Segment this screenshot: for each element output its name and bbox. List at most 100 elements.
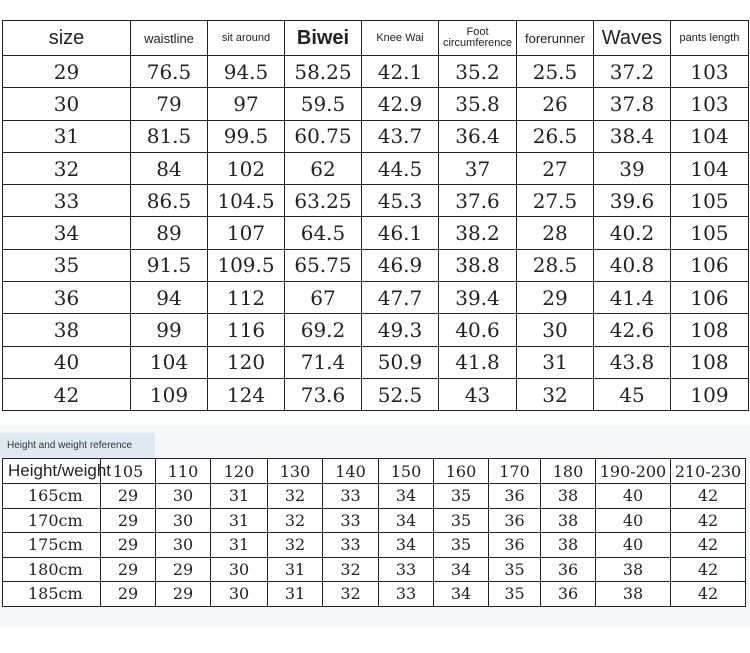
- cell: 81.5: [130, 119, 208, 153]
- cell: 45: [593, 377, 671, 412]
- cell: 47.7: [361, 281, 439, 315]
- cell: 41.8: [438, 345, 517, 379]
- cell: 38: [540, 483, 596, 509]
- row: 185cm 29 29 30 31 32 33 34 35 36 38 42: [2, 581, 746, 607]
- cell: 36: [540, 581, 596, 607]
- cell: 35: [488, 581, 541, 607]
- cell: 40: [595, 532, 671, 558]
- cell: 38.2: [438, 216, 517, 250]
- cell: 105: [670, 184, 749, 218]
- cell: 124: [207, 377, 285, 412]
- row: 180cm 29 29 30 31 32 33 34 35 36 38 42: [2, 556, 746, 582]
- header-row: Height/weight 105 110 120 130 140 150 160 170 180…: [2, 458, 746, 484]
- cell: 86.5: [130, 184, 208, 218]
- cell: 42: [670, 556, 746, 582]
- cell: 30: [155, 483, 211, 509]
- cell: 60.75: [284, 119, 362, 153]
- row: 34 89 107 64.5 46.1 38.2 28 40.2 105: [2, 216, 749, 250]
- cell: 175cm: [2, 532, 101, 558]
- caption: Height and weight reference: [0, 433, 155, 458]
- column-header: forerunner: [516, 20, 594, 56]
- cell: 116: [207, 313, 285, 347]
- column-header: 140: [322, 458, 379, 484]
- cell: 29: [516, 281, 594, 315]
- cell: 46.1: [361, 216, 439, 250]
- cell: 37.2: [593, 54, 671, 89]
- cell: 33: [322, 483, 379, 509]
- cell: 73.6: [284, 377, 362, 412]
- cell: 38.4: [593, 119, 671, 153]
- cell: 36: [488, 483, 541, 509]
- cell: 35: [433, 483, 489, 509]
- column-header: 130: [267, 458, 323, 484]
- cell: 120: [207, 345, 285, 379]
- cell: 43: [438, 377, 517, 412]
- cell: 42.9: [361, 87, 439, 121]
- cell: 40: [2, 345, 131, 379]
- cell: 52.5: [361, 377, 439, 412]
- cell: 102: [207, 151, 285, 186]
- cell: 106: [670, 248, 749, 283]
- row: 29 76.5 94.5 58.25 42.1 35.2 25.5 37.2 103: [2, 54, 749, 89]
- cell: 38: [595, 556, 671, 582]
- cell: 107: [207, 216, 285, 250]
- cell: 39.6: [593, 184, 671, 218]
- cell: 36: [2, 281, 131, 315]
- cell: 28: [516, 216, 594, 250]
- cell: 76.5: [130, 54, 208, 89]
- cell: 42.6: [593, 313, 671, 347]
- cell: 35.2: [438, 54, 517, 89]
- cell: 36: [488, 532, 541, 558]
- cell: 33: [2, 184, 131, 218]
- cell: 34: [433, 581, 489, 607]
- row: 36 94 112 67 47.7 39.4 29 41.4 106: [2, 281, 749, 315]
- cell: 165cm: [2, 483, 101, 509]
- cell: 29: [100, 507, 156, 533]
- cell: 31: [267, 581, 323, 607]
- cell: 84: [130, 151, 208, 186]
- column-header: 160: [433, 458, 489, 484]
- cell: 25.5: [516, 54, 594, 89]
- cell: 180cm: [2, 556, 101, 582]
- cell: 37.8: [593, 87, 671, 121]
- cell: 28.5: [516, 248, 594, 283]
- cell: 42: [670, 483, 746, 509]
- cell: 46.9: [361, 248, 439, 283]
- cell: 43.7: [361, 119, 439, 153]
- cell: 104: [130, 345, 208, 379]
- cell: 41.4: [593, 281, 671, 315]
- cell: 30: [155, 532, 211, 558]
- cell: 32: [2, 151, 131, 186]
- cell: 34: [378, 532, 434, 558]
- cell: 30: [155, 507, 211, 533]
- cell: 62: [284, 151, 362, 186]
- cell: 31: [2, 119, 131, 153]
- cell: 99: [130, 313, 208, 347]
- cell: 36: [540, 556, 596, 582]
- header-row: size waistline sit around Biwei Knee Wai Foot…: [2, 20, 749, 56]
- cell: 32: [322, 581, 379, 607]
- cell: 26: [516, 87, 594, 121]
- cell: 40.6: [438, 313, 517, 347]
- cell: 91.5: [130, 248, 208, 283]
- cell: 40.2: [593, 216, 671, 250]
- cell: 109.5: [207, 248, 285, 283]
- cell: 30: [2, 87, 131, 121]
- cell: 185cm: [2, 581, 101, 607]
- row: 175cm 29 30 31 32 33 34 35 36 38 40 42: [2, 532, 746, 558]
- cell: 69.2: [284, 313, 362, 347]
- size-table: size waistline sit around Biwei Knee Wai Foot…: [2, 20, 749, 412]
- cell: 64.5: [284, 216, 362, 250]
- cell: 45.3: [361, 184, 439, 218]
- cell: 105: [670, 216, 749, 250]
- cell: 108: [670, 345, 749, 379]
- cell: 29: [2, 54, 131, 89]
- cell: 29: [100, 581, 156, 607]
- cell: 109: [670, 377, 749, 412]
- cell: 104.5: [207, 184, 285, 218]
- cell: 27.5: [516, 184, 594, 218]
- cell: 29: [155, 581, 211, 607]
- cell: 32: [267, 507, 323, 533]
- row: 32 84 102 62 44.5 37 27 39 104: [2, 151, 749, 186]
- cell: 34: [378, 507, 434, 533]
